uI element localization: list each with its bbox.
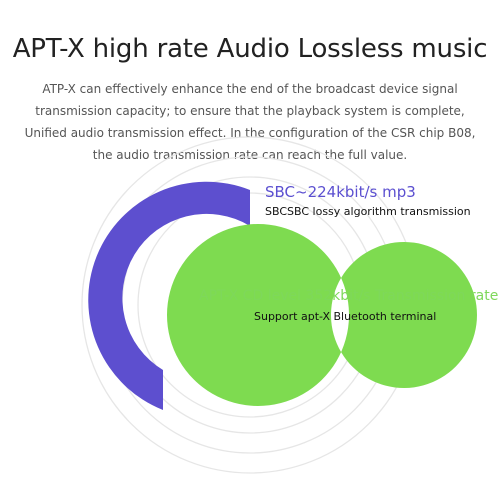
sbc-heading: SBC~224kbit/s mp3 xyxy=(265,183,416,201)
page-title: APT-X high rate Audio Lossless music xyxy=(12,34,488,64)
aptx-subtext: Support apt-X Bluetooth terminal xyxy=(254,310,437,323)
description-line: ATP-X can effectively enhance the end of… xyxy=(42,82,458,96)
aptx-heading: APT-X CD level 352kbit/s Transmission ra… xyxy=(199,288,499,304)
description-line: the audio transmission rate can reach th… xyxy=(92,148,408,162)
description-line: transmission capacity; to ensure that th… xyxy=(35,104,465,118)
description-line: Unified audio transmission effect. In th… xyxy=(24,126,476,140)
description: ATP-X can effectively enhance the end of… xyxy=(0,78,500,166)
aptx-ring xyxy=(167,224,477,406)
sbc-subtext: SBCSBC lossy algorithm transmission xyxy=(265,205,471,218)
sbc-arc xyxy=(88,181,250,410)
